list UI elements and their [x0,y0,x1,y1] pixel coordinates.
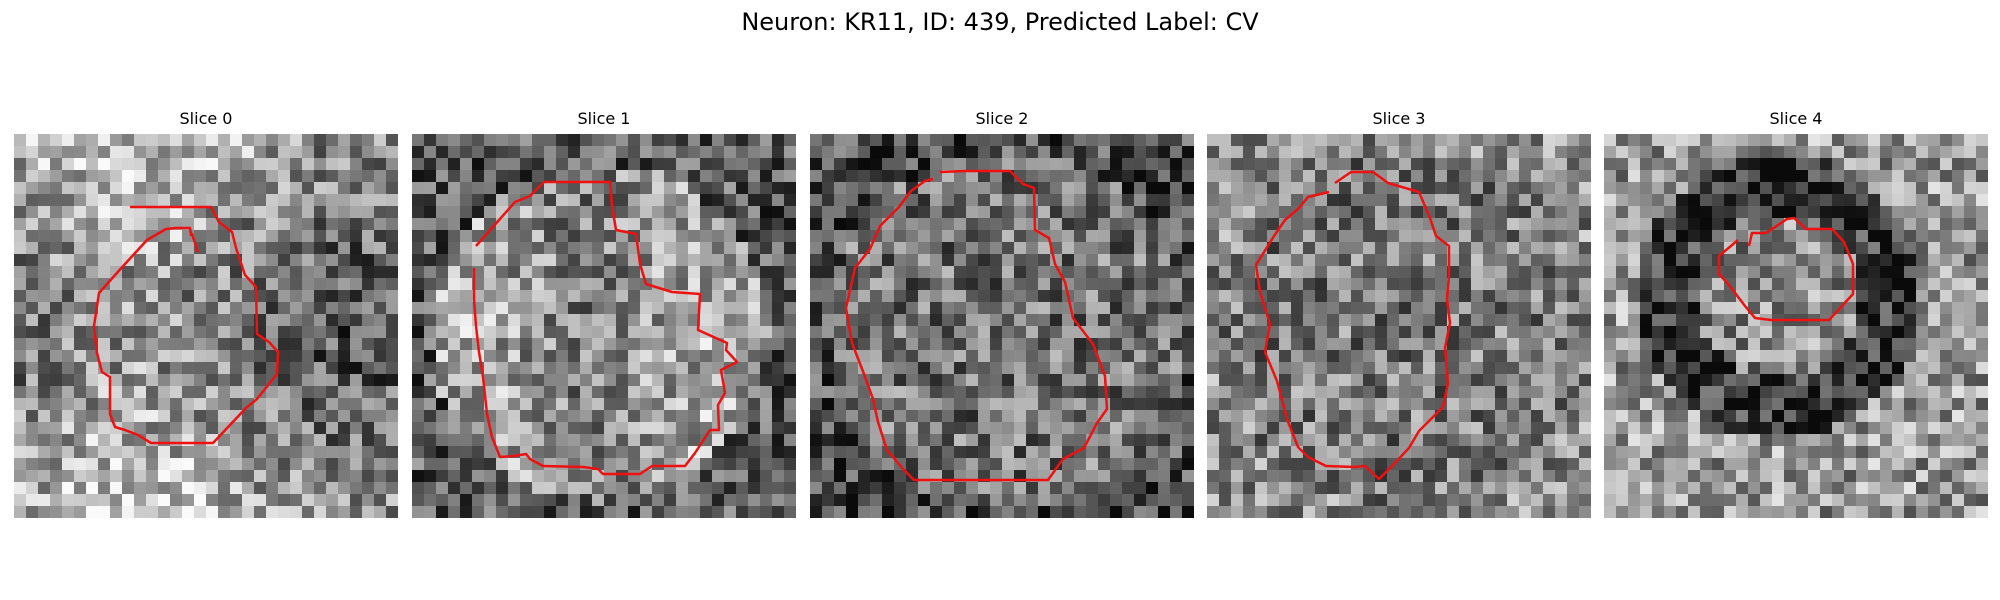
slice-panel-0: Slice 0 [14,108,398,518]
slice-title-0: Slice 0 [179,109,233,128]
slice-image-0 [14,134,398,518]
slice-image-2 [810,134,1194,518]
cell-contour-2 [844,169,1109,482]
slice-image-1 [412,134,796,518]
slice-panel-1: Slice 1 [412,108,796,518]
cell-contour-4 [1717,216,1855,322]
slice-title-4: Slice 4 [1769,109,1823,128]
microscopy-pixels-3 [1207,134,1591,518]
slice-image-3 [1207,134,1591,518]
microscopy-pixels-4 [1604,134,1988,518]
slice-title-1: Slice 1 [577,109,631,128]
slice-title-2: Slice 2 [975,109,1029,128]
slice-image-4 [1604,134,1988,518]
slice-panel-4: Slice 4 [1604,108,1988,518]
microscopy-pixels-2 [810,134,1194,518]
cell-contour-3 [1254,170,1452,481]
slice-panel-2: Slice 2 [810,108,1194,518]
microscopy-pixels-0 [14,134,398,518]
figure-title: Neuron: KR11, ID: 439, Predicted Label: … [741,8,1259,36]
cell-contour-1 [472,180,739,476]
slice-title-3: Slice 3 [1372,109,1426,128]
cell-contour-0 [92,205,280,445]
slice-panel-3: Slice 3 [1207,108,1591,518]
microscopy-pixels-1 [412,134,796,518]
